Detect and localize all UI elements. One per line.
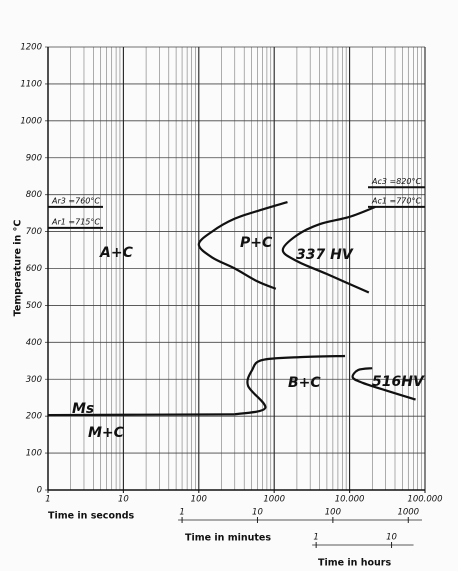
region-label: Ms bbox=[72, 401, 94, 417]
transformation-curve bbox=[281, 205, 376, 294]
y-tick-label: 900 bbox=[26, 153, 42, 163]
y-tick-label: 600 bbox=[26, 264, 42, 274]
y-tick-label: 300 bbox=[26, 375, 42, 385]
region-label: P+C bbox=[240, 235, 273, 251]
y-tick-label: 0 bbox=[37, 486, 42, 496]
reference-label: Ar1 =715°C bbox=[51, 217, 100, 226]
y-tick-label: 100 bbox=[26, 449, 42, 459]
y-tick-label: 1100 bbox=[20, 79, 42, 89]
x-tick-label: 10.000 bbox=[335, 495, 365, 505]
tick-label: 1000 bbox=[397, 508, 419, 518]
x-tick-label: 100.000 bbox=[407, 495, 442, 505]
y-tick-label: 700 bbox=[26, 227, 42, 237]
hours-axis-title: Time in hours bbox=[318, 558, 391, 569]
minutes-axis-title: Time in minutes bbox=[185, 533, 271, 544]
y-tick-label: 1200 bbox=[20, 43, 42, 53]
x-axis-title: Time in seconds bbox=[48, 511, 135, 522]
tick-label: 1 bbox=[179, 508, 184, 518]
y-tick-label: 400 bbox=[26, 338, 42, 348]
region-label: 516HV bbox=[372, 374, 425, 390]
tick-label: 100 bbox=[325, 508, 341, 518]
reference-label: Ac1 =770°C bbox=[371, 196, 421, 205]
x-tick-label: 1000 bbox=[263, 495, 285, 505]
region-label: B+C bbox=[288, 375, 321, 391]
region-label: A+C bbox=[99, 245, 134, 261]
region-label: 337 HV bbox=[296, 247, 354, 263]
transformation-curve bbox=[234, 354, 346, 416]
x-tick-label: 100 bbox=[191, 495, 207, 505]
y-tick-label: 500 bbox=[26, 301, 42, 311]
transformation-curve bbox=[197, 200, 288, 290]
y-tick-label: 1000 bbox=[20, 116, 42, 126]
transformation-curve bbox=[47, 413, 235, 417]
reference-label: Ac3 =820°C bbox=[371, 177, 421, 186]
transformation-curve bbox=[351, 367, 416, 401]
reference-label: Ar3 =760°C bbox=[51, 196, 100, 205]
y-axis-title: Temperature in °C bbox=[13, 220, 24, 317]
region-label: M+C bbox=[88, 425, 125, 441]
y-tick-label: 800 bbox=[26, 190, 42, 200]
tick-label: 1 bbox=[313, 533, 318, 543]
tick-label: 10 bbox=[386, 533, 397, 543]
x-tick-label: 10 bbox=[118, 495, 129, 505]
x-tick-label: 1 bbox=[45, 495, 50, 505]
y-tick-label: 200 bbox=[26, 412, 42, 422]
tick-label: 10 bbox=[252, 508, 263, 518]
